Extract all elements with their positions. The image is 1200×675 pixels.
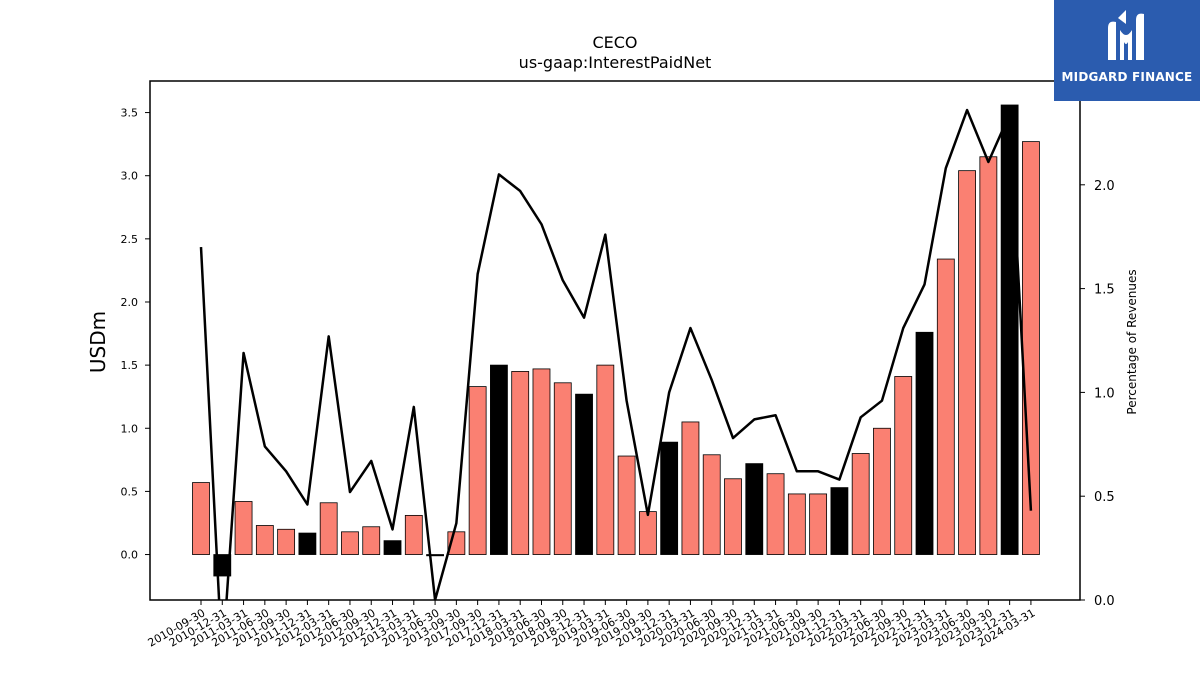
bar-2020-03-31 — [681, 421, 700, 555]
bar-2022-06-30 — [873, 427, 891, 555]
y-axis-title: USDm — [86, 311, 110, 373]
y2-tick-label: 1.0 — [1094, 386, 1115, 401]
bar-2013-06-30 — [426, 554, 444, 557]
bar-2021-03-31 — [766, 473, 785, 555]
y2-tick-label: 0.5 — [1094, 490, 1115, 505]
bar-2018-03-31 — [511, 371, 530, 555]
bar-2018-12-31 — [575, 393, 593, 555]
y-tick-label: 0.0 — [121, 549, 139, 562]
midgard-logo-icon — [1108, 10, 1144, 61]
plot-frame — [149, 80, 1081, 601]
bar-2019-06-30 — [617, 455, 636, 555]
y2-axis-title: Percentage of Revenues — [1125, 269, 1139, 414]
bar-2019-12-31 — [660, 441, 679, 555]
bar-2023-09-30 — [979, 156, 998, 555]
logo-text: MIDGARD FINANCE — [1061, 70, 1193, 84]
bar-2018-06-30 — [532, 368, 551, 555]
line-series-group — [199, 108, 1033, 600]
bar-2012-06-30 — [341, 531, 359, 555]
bar-2011-03-31 — [234, 501, 253, 555]
chart-title: CECO — [592, 33, 637, 52]
bar-series — [192, 104, 1040, 577]
bar-2018-09-30 — [553, 382, 572, 555]
y-tick-label: 3.5 — [121, 107, 139, 120]
left-axis: 0.0 0.5 1.0 1.5 2.0 2.5 3.0 3.5 — [121, 107, 150, 562]
bar-2012-12-31 — [383, 540, 402, 555]
bar-2012-09-30 — [362, 526, 381, 555]
bar-2011-06-30 — [255, 525, 274, 555]
y-tick-label: 1.5 — [121, 359, 139, 372]
bar-2021-06-30 — [787, 493, 806, 555]
y-tick-label: 1.0 — [121, 422, 139, 435]
bar-2023-12-31 — [1000, 104, 1019, 555]
chart-subtitle: us-gaap:InterestPaidNet — [519, 53, 712, 72]
y2-tick-label: 2.0 — [1094, 179, 1115, 194]
right-axis: 0.0 0.5 1.0 1.5 2.0 — [1080, 179, 1115, 609]
bar-2022-03-31 — [851, 453, 870, 555]
bar-2017-09-30 — [468, 386, 487, 555]
bar-2023-06-30 — [958, 170, 976, 555]
bar-2022-09-30 — [894, 376, 913, 555]
y2-tick-label: 0.0 — [1094, 594, 1115, 609]
x-axis: 2010-09-302010-12-312011-03-312011-06-30… — [146, 600, 1037, 650]
bar-2022-12-31 — [915, 331, 934, 555]
bar-2019-09-30 — [638, 511, 657, 555]
line-series — [199, 108, 1033, 600]
logo: MIDGARD FINANCE — [1054, 0, 1200, 101]
bar-2011-09-30 — [277, 528, 296, 555]
y-tick-label: 2.0 — [121, 296, 139, 309]
bar-2020-09-30 — [724, 478, 742, 555]
y-tick-label: 2.5 — [121, 233, 139, 246]
y-tick-label: 0.5 — [121, 485, 139, 498]
bar-2020-12-31 — [745, 463, 764, 555]
bar-2019-03-31 — [596, 364, 615, 555]
bar-2021-09-30 — [809, 493, 828, 555]
bar-2023-03-31 — [936, 258, 955, 555]
bar-2017-12-31 — [490, 364, 508, 555]
bar-2013-03-31 — [404, 514, 423, 555]
plot-area — [192, 104, 1040, 600]
y2-tick-label: 1.5 — [1094, 283, 1115, 298]
bar-2011-12-31 — [298, 532, 317, 555]
bar-2020-06-30 — [702, 454, 721, 555]
y-tick-label: 3.0 — [121, 170, 139, 183]
bar-2012-03-31 — [319, 502, 338, 555]
bar-2021-12-31 — [830, 487, 849, 555]
bar-2010-09-30 — [192, 482, 210, 555]
